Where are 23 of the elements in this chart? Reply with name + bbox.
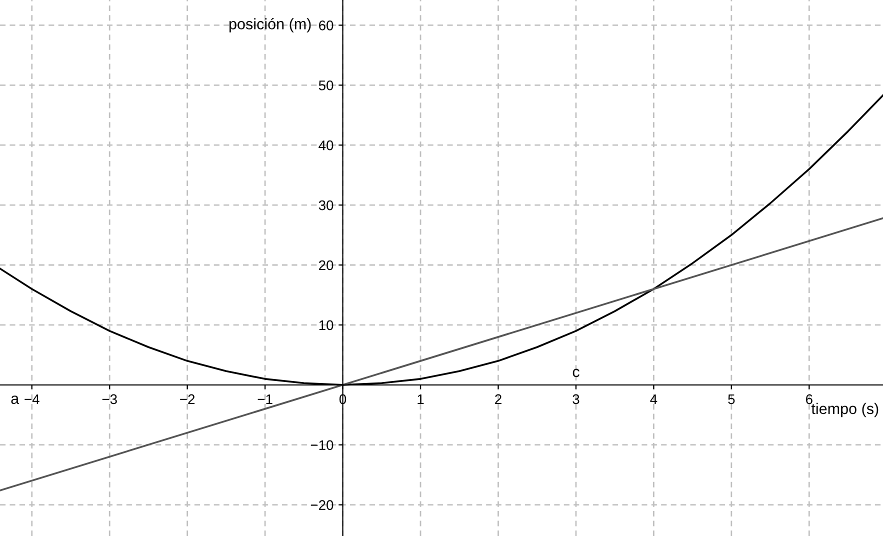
y-tick-label: 20 (319, 260, 334, 270)
y-tick-label: 40 (318, 140, 334, 150)
x-tick-label: −4 (24, 394, 40, 404)
annotation: c (572, 368, 580, 378)
x-tick-label: −1 (258, 394, 272, 404)
y-tick-label: −20 (310, 500, 334, 510)
x-tick-label: −3 (102, 394, 117, 404)
y-tick-label: 30 (318, 200, 334, 210)
x-tick-label: 4 (650, 394, 658, 404)
x-tick-label: 1 (418, 394, 424, 404)
x-tick-label: 2 (495, 394, 502, 404)
line-series (0, 217, 883, 492)
y-tick-label: −10 (310, 440, 334, 450)
x-tick-label: −2 (180, 394, 195, 404)
annotation: a (11, 396, 20, 404)
y-tick-label: 10 (319, 320, 334, 330)
y-tick-label: 60 (319, 20, 334, 30)
x-axis-title: tiempo (s) (811, 402, 878, 418)
x-tick-label: 6 (806, 394, 812, 404)
y-tick-label: 50 (318, 80, 334, 90)
x-tick-label: 5 (728, 394, 735, 404)
x-tick-label: 3 (572, 394, 580, 404)
y-axis-title: posición (m) (229, 18, 311, 32)
